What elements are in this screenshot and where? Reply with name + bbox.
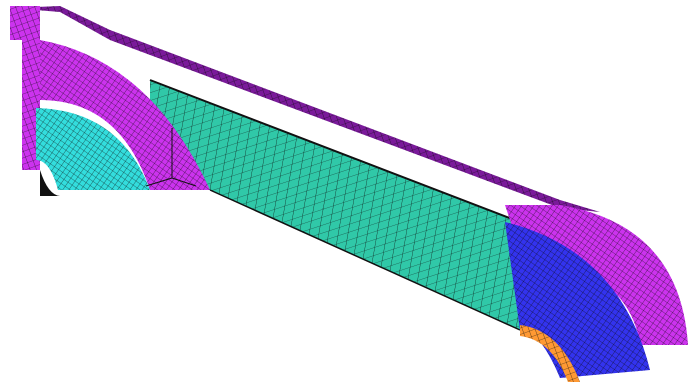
axis-triad-icon bbox=[145, 128, 197, 187]
main-body-web bbox=[149, 79, 521, 331]
right-inner-ring bbox=[520, 325, 580, 382]
left-end-hub bbox=[36, 108, 150, 196]
left-end-flange bbox=[22, 40, 210, 190]
top-rail bbox=[10, 6, 600, 212]
